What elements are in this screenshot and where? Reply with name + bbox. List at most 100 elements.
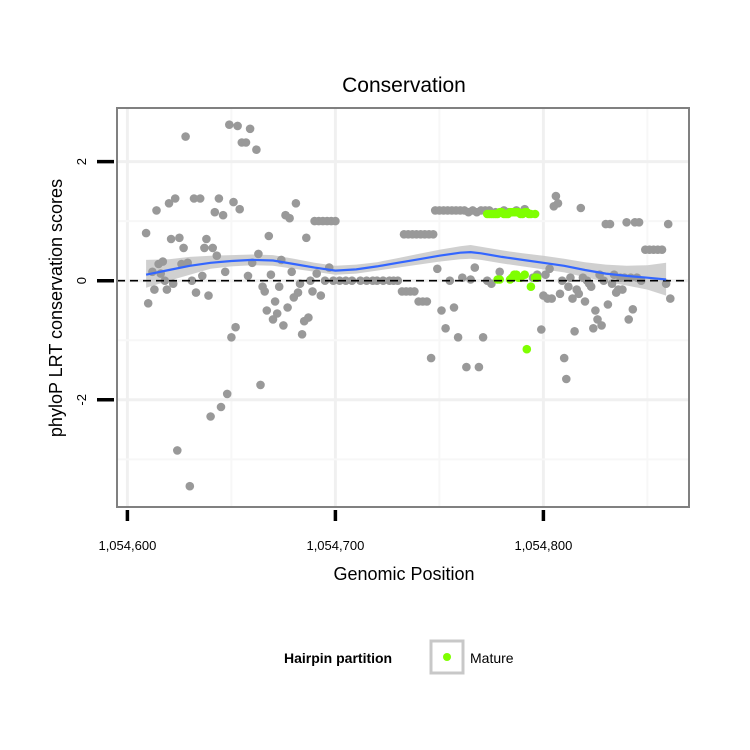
data-point xyxy=(256,380,265,390)
data-point xyxy=(428,230,438,239)
chart-title: Conservation xyxy=(342,74,466,97)
data-point xyxy=(657,245,667,254)
data-point xyxy=(210,207,220,217)
data-point xyxy=(198,271,207,281)
data-point xyxy=(227,333,236,342)
data-point xyxy=(495,267,505,277)
panel-border xyxy=(116,107,690,508)
data-point xyxy=(422,297,432,306)
data-point xyxy=(216,402,226,412)
data-point xyxy=(329,276,338,286)
plot-panel xyxy=(116,107,690,508)
data-point xyxy=(262,306,272,315)
data-point xyxy=(173,446,182,455)
data-point xyxy=(462,362,471,372)
legend: Hairpin partition Mature xyxy=(284,639,514,675)
data-point xyxy=(179,243,188,253)
data-point xyxy=(304,313,313,322)
data-point xyxy=(308,287,317,296)
x-tick-label: 1,054,700 xyxy=(306,538,364,553)
data-point xyxy=(306,276,315,286)
data-point xyxy=(449,303,459,312)
data-point xyxy=(220,267,230,277)
data-point xyxy=(410,287,419,296)
data-point xyxy=(243,271,253,281)
data-point xyxy=(356,276,365,286)
data-point xyxy=(666,294,675,303)
y-axis: -2 0 2 xyxy=(74,158,114,406)
data-point xyxy=(295,279,305,289)
data-point xyxy=(547,294,556,303)
data-point xyxy=(233,121,242,131)
data-point xyxy=(593,315,602,324)
data-point xyxy=(241,138,251,147)
data-point xyxy=(433,264,442,274)
data-point xyxy=(285,213,294,223)
data-point xyxy=(618,285,627,294)
legend-key-box xyxy=(429,639,465,675)
data-point xyxy=(574,289,584,299)
data-point xyxy=(181,132,190,141)
data-point xyxy=(470,263,480,272)
mature-point xyxy=(522,344,532,354)
data-point xyxy=(200,243,209,253)
y-axis-title: phyloP LRT conservation scores xyxy=(46,179,66,437)
data-point xyxy=(437,306,446,315)
data-point xyxy=(245,124,255,134)
data-point xyxy=(195,194,205,203)
mature-point xyxy=(532,273,542,283)
data-point xyxy=(487,279,496,289)
mature-point xyxy=(526,282,536,292)
data-point xyxy=(187,276,197,286)
data-point xyxy=(208,243,217,253)
x-tick-label: 1,054,800 xyxy=(514,538,572,553)
data-point xyxy=(150,285,159,294)
data-point xyxy=(189,194,199,203)
data-point xyxy=(160,276,170,286)
data-point xyxy=(293,288,303,297)
data-point xyxy=(218,210,228,220)
x-tick-label: 1,054,600 xyxy=(98,538,156,553)
grid-lines xyxy=(117,108,689,507)
data-point xyxy=(185,481,195,491)
data-point xyxy=(283,303,292,312)
mature-point xyxy=(520,270,529,280)
data-point xyxy=(206,412,215,421)
legend-title: Hairpin partition xyxy=(284,650,392,666)
data-point xyxy=(264,231,274,241)
data-point xyxy=(316,291,326,300)
data-point xyxy=(466,275,475,284)
data-point xyxy=(270,297,280,306)
data-point xyxy=(603,300,613,309)
data-point xyxy=(551,191,561,201)
data-point xyxy=(214,194,224,203)
data-point xyxy=(260,287,270,296)
y-tick-label: 0 xyxy=(74,277,89,284)
data-point xyxy=(628,305,638,314)
mature-point xyxy=(530,209,540,219)
data-point xyxy=(663,219,673,229)
data-point xyxy=(586,282,596,292)
data-point xyxy=(202,234,211,244)
data-point xyxy=(274,282,284,292)
data-point xyxy=(580,297,590,306)
data-point xyxy=(212,251,222,260)
data-point xyxy=(474,362,484,372)
data-point xyxy=(441,324,450,333)
data-point xyxy=(272,309,282,318)
data-point xyxy=(279,321,288,330)
data-point xyxy=(453,333,463,342)
scatter-points xyxy=(141,120,675,491)
data-point xyxy=(589,324,598,333)
data-point xyxy=(204,291,213,300)
data-point xyxy=(605,219,615,229)
data-point xyxy=(175,233,184,243)
data-point xyxy=(562,374,571,384)
data-point xyxy=(141,228,151,238)
data-point xyxy=(426,353,436,363)
data-point xyxy=(302,233,311,243)
data-point xyxy=(168,279,178,289)
data-point xyxy=(291,199,301,208)
data-point xyxy=(166,234,176,244)
